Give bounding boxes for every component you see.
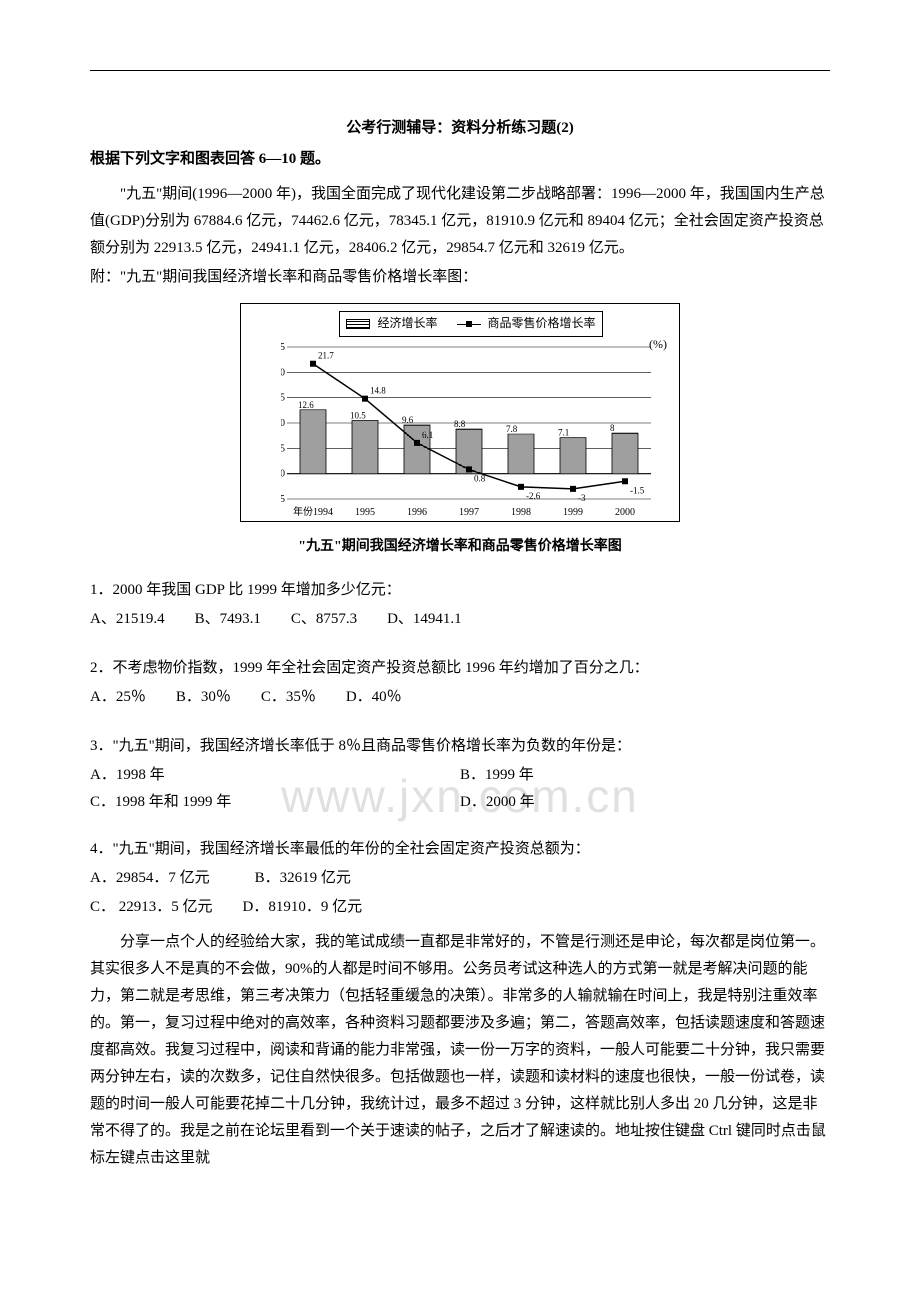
chart-legend: 经济增长率 商品零售价格增长率 — [281, 310, 661, 341]
svg-text:1997: 1997 — [459, 507, 479, 518]
page-title: 公考行测辅导：资料分析练习题(2) — [90, 115, 830, 142]
chart-box: 经济增长率 商品零售价格增长率 (%) -5 0 5 10 15 20 25 年份1994 19… — [240, 303, 680, 522]
svg-text:0: 0 — [281, 468, 285, 479]
svg-text:8.8: 8.8 — [454, 419, 466, 429]
q3-a: A．1998 年 — [90, 762, 460, 789]
svg-text:20: 20 — [281, 367, 285, 378]
bar-legend-icon — [346, 319, 370, 329]
q2-stem: 2．不考虑物价指数，1999 年全社会固定资产投资总额比 1996 年约增加了百… — [90, 655, 830, 682]
svg-text:-1.5: -1.5 — [630, 485, 645, 495]
q4-stem: 4．"九五"期间，我国经济增长率最低的年份的全社会固定资产投资总额为： — [90, 836, 830, 863]
svg-text:1998: 1998 — [511, 507, 531, 518]
instruction: 根据下列文字和图表回答 6—10 题。 — [90, 146, 830, 173]
chart-svg: -5 0 5 10 15 20 25 年份1994 1995 1996 1997 1998 1999 20… — [281, 341, 661, 521]
svg-text:-2.6: -2.6 — [526, 490, 541, 500]
chart-caption: "九五"期间我国经济增长率和商品零售价格增长率图 — [90, 534, 830, 559]
q3-opts: A．1998 年 B．1999 年 C．1998 年和 1999 年 D．200… — [90, 762, 830, 816]
q1-stem: 1．2000 年我国 GDP 比 1999 年增加多少亿元： — [90, 577, 830, 604]
svg-text:-3: -3 — [578, 492, 586, 502]
unit-label: (%) — [649, 334, 667, 356]
q4-line1: A．29854．7 亿元 B．32619 亿元 — [90, 865, 830, 892]
svg-text:年份1994: 年份1994 — [293, 505, 333, 518]
svg-text:7.8: 7.8 — [506, 424, 518, 434]
svg-text:2000: 2000 — [615, 507, 635, 518]
passage-2: 附："九五"期间我国经济增长率和商品零售价格增长率图： — [90, 264, 830, 291]
q3-b: B．1999 年 — [460, 762, 830, 789]
svg-text:12.6: 12.6 — [298, 399, 314, 409]
svg-text:7.1: 7.1 — [558, 427, 569, 437]
q3-stem: 3．"九五"期间，我国经济增长率低于 8％且商品零售价格增长率为负数的年份是： — [90, 733, 830, 760]
svg-text:9.6: 9.6 — [402, 415, 414, 425]
svg-text:21.7: 21.7 — [318, 350, 334, 360]
svg-text:10.5: 10.5 — [350, 410, 366, 420]
svg-text:15: 15 — [281, 392, 285, 403]
bar-legend-label: 经济增长率 — [377, 316, 437, 330]
svg-text:25: 25 — [281, 342, 285, 353]
svg-text:1996: 1996 — [407, 507, 427, 518]
q4-line2: C． 22913．5 亿元 D．81910．9 亿元 — [90, 894, 830, 921]
q1-opts: A、21519.4 B、7493.1 C、8757.3 D、14941.1 — [90, 606, 830, 633]
line-legend-icon — [457, 324, 481, 325]
svg-text:8: 8 — [610, 423, 615, 433]
svg-text:0.8: 0.8 — [474, 473, 486, 483]
svg-text:1995: 1995 — [355, 507, 375, 518]
svg-text:-5: -5 — [281, 494, 285, 505]
big-paragraph: 分享一点个人的经验给大家，我的笔试成绩一直都是非常好的，不管是行测还是申论，每次… — [90, 929, 830, 1172]
top-rule — [90, 70, 830, 71]
line-legend-label: 商品零售价格增长率 — [488, 316, 596, 330]
q3-d: D．2000 年 — [460, 789, 830, 816]
q2-opts: A．25％ B．30％ C．35％ D．40％ — [90, 684, 830, 711]
svg-text:6.1: 6.1 — [422, 429, 433, 439]
chart-container: 经济增长率 商品零售价格增长率 (%) -5 0 5 10 15 20 25 年份1994 19… — [90, 303, 830, 559]
svg-text:10: 10 — [281, 418, 285, 429]
svg-text:1999: 1999 — [563, 507, 583, 518]
svg-text:14.8: 14.8 — [370, 385, 386, 395]
passage-1: "九五"期间(1996—2000 年)，我国全面完成了现代化建设第二步战略部署：… — [90, 181, 830, 262]
q3-c: C．1998 年和 1999 年 — [90, 789, 460, 816]
svg-text:5: 5 — [281, 443, 285, 454]
